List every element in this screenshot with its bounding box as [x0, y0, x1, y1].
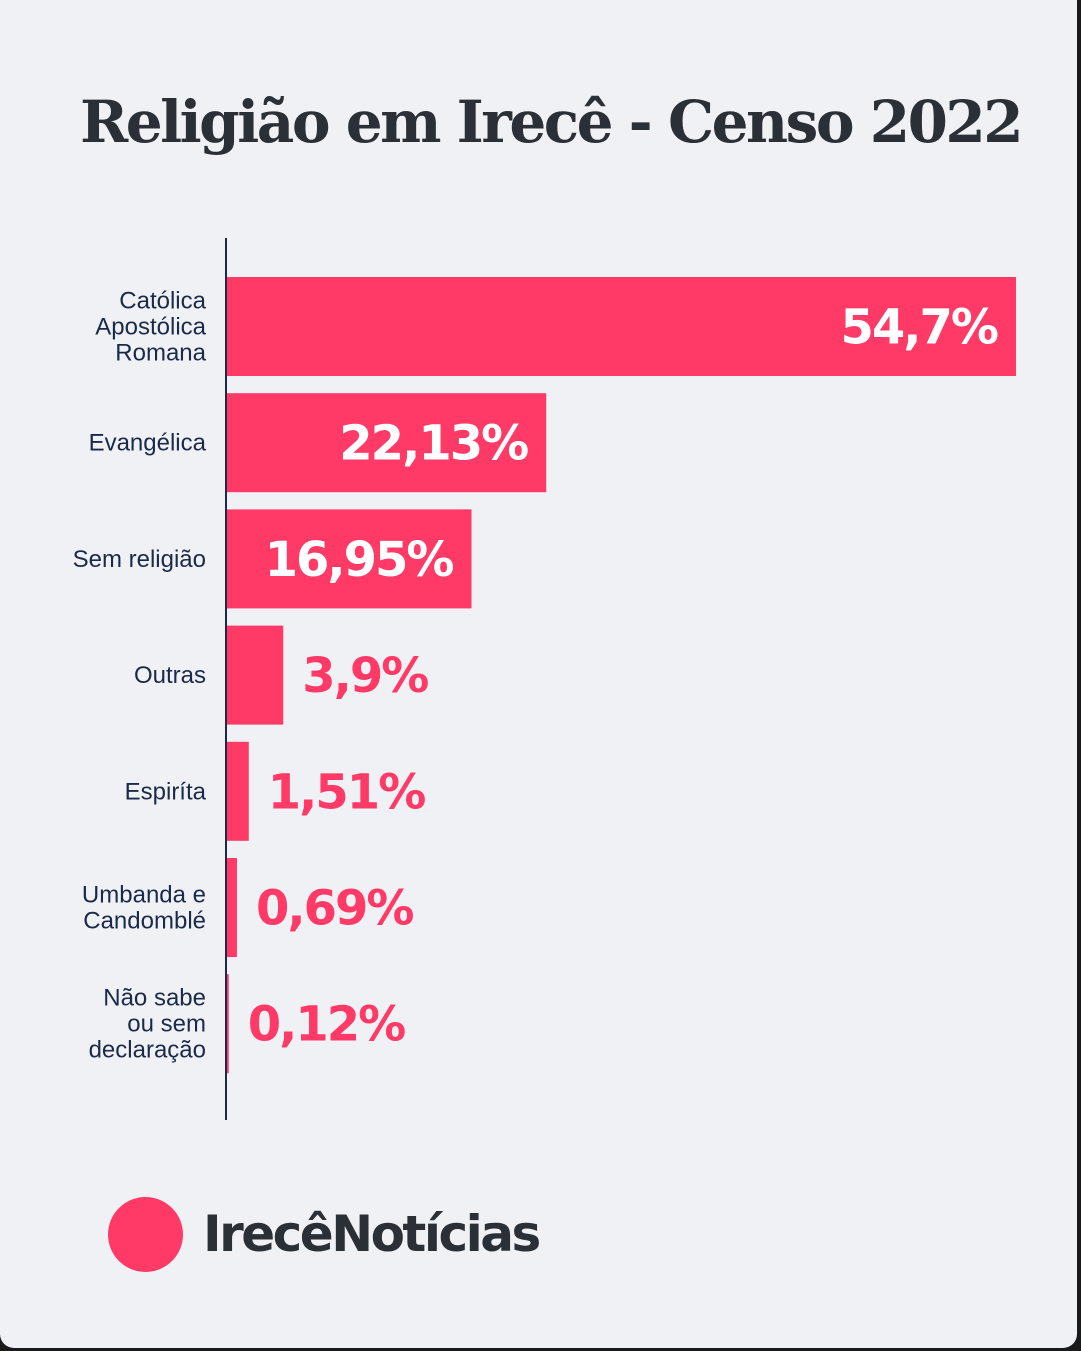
- bar: [227, 277, 1016, 376]
- value-label: 3,9%: [302, 648, 428, 704]
- bar: [227, 974, 229, 1074]
- chart-title: Religião em Irecê - Censo 2022: [80, 88, 1024, 156]
- category-label: Não sabe ou sem declaração: [89, 985, 206, 1064]
- value-label: 1,51%: [268, 764, 425, 820]
- category-label: Outras: [134, 662, 206, 689]
- category-label: Espiríta: [125, 778, 207, 805]
- value-label: 0,12%: [248, 997, 405, 1053]
- brand-name: IrecêNotícias: [203, 1205, 541, 1263]
- bar: [227, 509, 472, 609]
- bar-chart: Católica Apostólica Romana 54,7% Evangélica 2…: [73, 238, 1016, 1120]
- category-label: Católica Apostólica Romana: [95, 288, 206, 367]
- category-label: Evangélica: [89, 430, 207, 457]
- brand-logo: IrecêNotícias: [108, 1196, 541, 1272]
- bar: [227, 858, 237, 957]
- bar: [227, 625, 284, 725]
- value-label: 54,7%: [840, 300, 997, 356]
- category-label: Umbanda e Candomblé: [82, 882, 206, 935]
- value-label: 16,95%: [265, 532, 454, 588]
- bar: [227, 741, 249, 841]
- value-label: 22,13%: [339, 416, 528, 472]
- value-label: 0,69%: [256, 881, 413, 937]
- brand-circle-icon: [108, 1196, 183, 1272]
- category-label: Sem religião: [73, 546, 206, 573]
- bar: [227, 393, 547, 493]
